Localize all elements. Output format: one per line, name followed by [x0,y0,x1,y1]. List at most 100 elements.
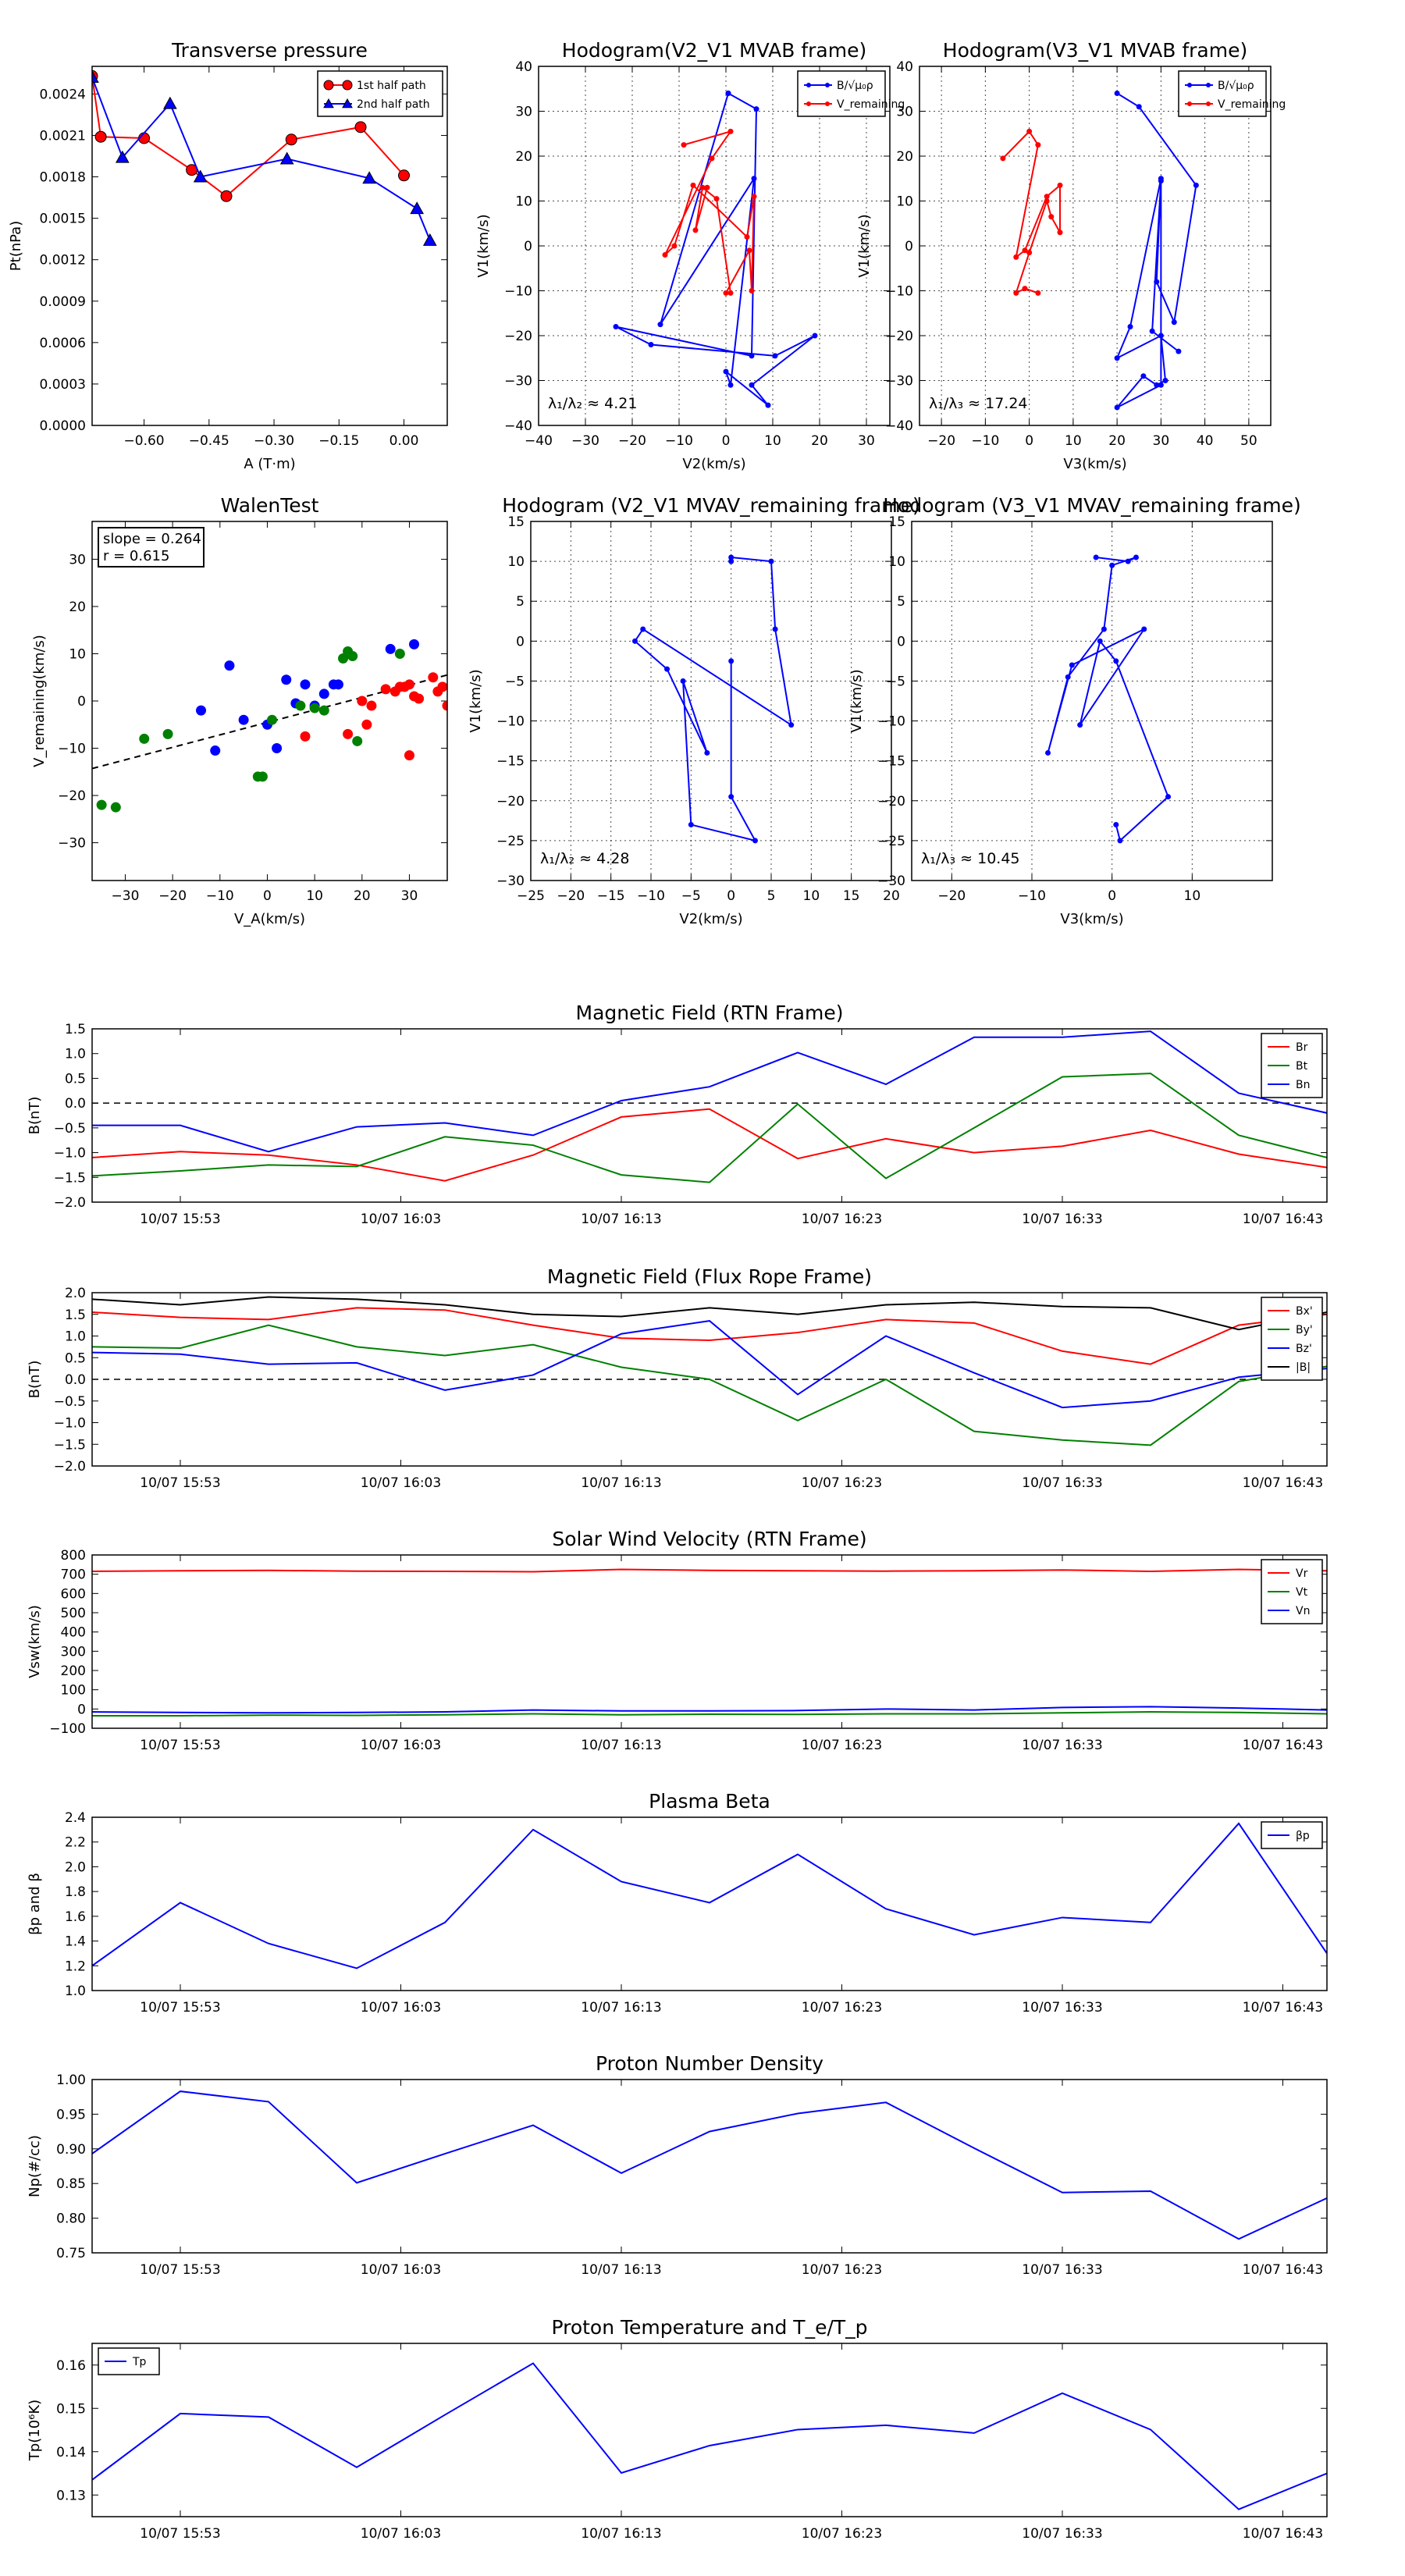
data-point [1149,328,1155,334]
data-point [343,728,354,739]
chart-walen_test: WalenTest −30 −20 −10 0 10 20 30 −30 −20 −10 0 10 20 3… [31,494,448,927]
chart-velocity_rtn: Solar Wind Velocity (RTN Frame) 10/07 15:… [27,1528,1328,1753]
chart-hodogram_v2_v1_mvab: Hodogram(V2_V1 MVAB frame) −40 −30 −20 −10 0 1… [475,39,905,472]
x-axis-label: A (T·m) [244,456,295,472]
data-point [749,353,755,359]
data-point [1057,182,1063,188]
axes-frame [91,66,448,426]
data-point [1162,378,1168,383]
y-tick-label: 300 [61,1644,86,1660]
series-line-2 [92,1320,1327,1409]
axes-frame [91,1554,1328,1729]
data-point [210,745,221,756]
x-axis-label: V_A(km/s) [234,911,305,927]
axes-frame [91,2343,1328,2517]
data-point [751,194,757,200]
y-tick-label: −20 [496,794,525,809]
series-0 [631,554,795,844]
data-point [753,106,759,112]
data-point [664,666,670,672]
annotation-box [98,527,205,568]
y-axis-label: Vsw(km/s) [27,1605,43,1678]
legend: 1st half path 2nd half path [317,70,443,117]
series-line [634,556,793,842]
y-tick-label: 10 [69,646,86,662]
data-point [1154,382,1160,388]
data-point [752,838,758,844]
legend-label: 1st half path [357,80,426,92]
data-point [300,679,311,690]
x-tick-label: −10 [971,433,999,449]
data-point [318,688,329,699]
data-point [640,626,646,632]
y-tick-label: 0.0021 [40,128,86,144]
chart-title: Hodogram (V2_V1 MVAV_remaining frame) [502,494,920,517]
legend-label: Vr [1296,1567,1308,1580]
x-tick-label: 10/07 16:43 [1243,2526,1323,2542]
data-point [110,802,121,813]
y-tick-label: 1.6 [65,1909,86,1925]
data-point [220,190,233,202]
data-point [354,121,367,133]
y-tick-label: −20 [58,788,86,804]
x-tick-label: 0 [1108,888,1116,904]
x-tick-label: 10/07 16:23 [802,2000,882,2016]
x-tick-label: 10/07 16:03 [361,1475,441,1491]
data-point [727,128,734,134]
y-tick-label: −15 [877,754,905,770]
series-1 [662,128,757,296]
data-point [1044,194,1050,200]
data-point [323,80,334,91]
data-point [1113,658,1119,664]
plot-area [92,69,437,246]
data-point [1113,821,1119,827]
data-point [1022,247,1028,254]
data-point [342,98,353,109]
plot-area [92,1030,1327,1183]
y-tick-label: 20 [896,149,913,165]
y-tick-label: 200 [61,1663,86,1679]
x-tick-label: −0.15 [318,433,359,449]
y-tick-label: −15 [496,754,525,770]
axes-frame [91,521,448,881]
y-tick-label: 500 [61,1606,86,1621]
series-line [1002,130,1061,295]
x-tick-label: 20 [883,888,900,904]
data-point [749,288,755,294]
y-tick-label: −1.5 [54,1437,86,1453]
y-tick-label: 400 [61,1625,86,1641]
x-tick-label: −25 [517,888,545,904]
chart-title: Magnetic Field (Flux Rope Frame) [547,1265,872,1288]
series-line [615,92,816,406]
y-tick-label: 0.80 [56,2211,86,2227]
data-point [723,290,729,296]
data-point [1048,214,1055,220]
data-point [1193,182,1199,188]
data-point [1026,250,1033,256]
x-tick-label: 30 [401,888,418,904]
legend-frame [797,70,886,117]
series-line-0 [92,1822,1327,1969]
data-point [1140,373,1147,379]
y-tick-label: 0.0 [65,1096,86,1112]
x-axis-label: V3(km/s) [1060,911,1123,927]
data-point [285,133,297,146]
data-point [115,150,130,163]
x-tick-label: −10 [1018,888,1046,904]
x-tick-label: 10/07 16:13 [581,1475,661,1491]
legend: B/√μ₀ρ V_remaining [1178,70,1286,117]
data-point [300,731,311,742]
x-tick-label: −10 [206,888,234,904]
series-line-2 [92,1706,1327,1714]
data-point [409,639,420,649]
data-point [692,227,699,233]
data-point [825,101,830,106]
y-tick-label: −20 [504,329,532,344]
data-point [1065,674,1071,680]
y-tick-label: −30 [58,836,86,852]
data-point [768,558,774,564]
series-1 [96,646,405,813]
data-point [404,750,414,761]
data-point [746,247,752,254]
legend-label: |B| [1296,1361,1311,1374]
